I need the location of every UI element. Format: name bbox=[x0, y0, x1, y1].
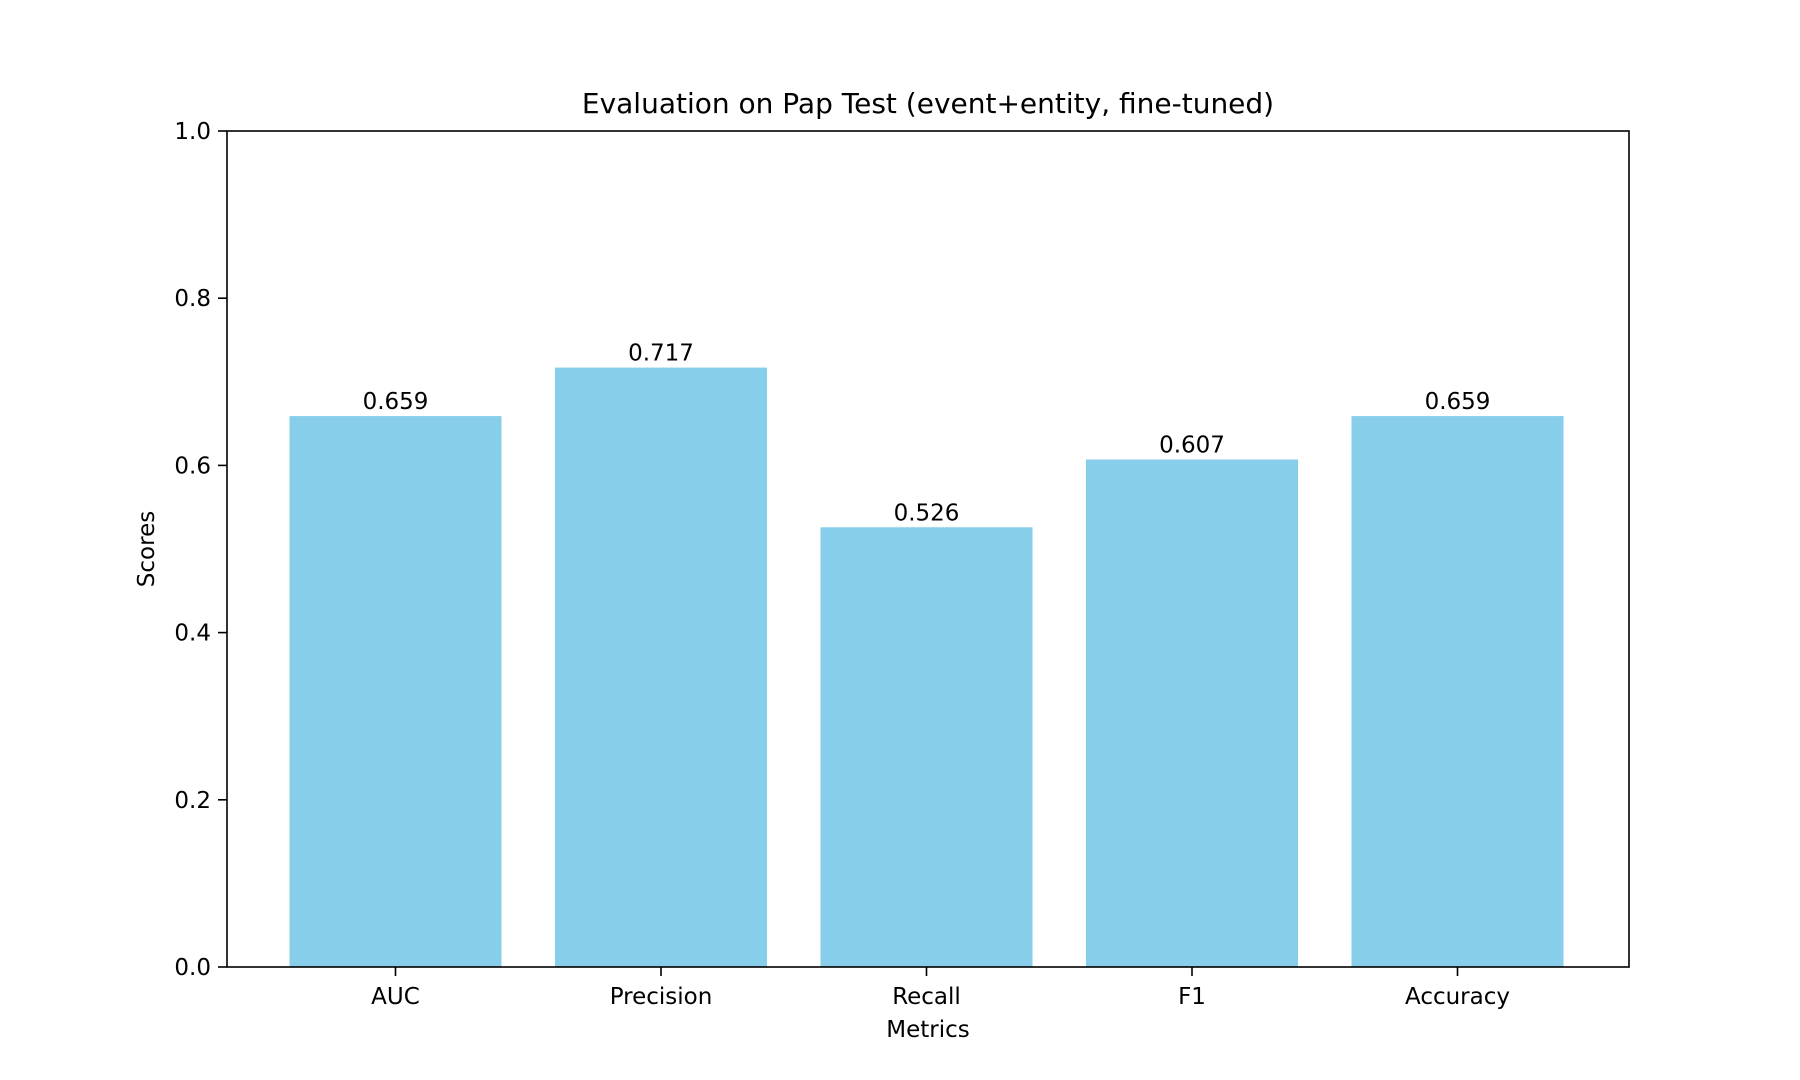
y-tick-label: 0.8 bbox=[174, 286, 211, 312]
bar-f1 bbox=[1086, 459, 1298, 967]
plot-frame bbox=[226, 130, 1630, 968]
bar-accuracy bbox=[1351, 416, 1564, 967]
bar-precision bbox=[555, 367, 767, 967]
y-tick-label: 0.4 bbox=[174, 621, 211, 647]
data-label: 0.607 bbox=[1159, 433, 1225, 459]
x-tick-label: Recall bbox=[892, 984, 961, 1010]
x-tick-label: F1 bbox=[1178, 984, 1206, 1010]
bar-auc bbox=[289, 416, 502, 967]
x-tick-label: Precision bbox=[610, 984, 713, 1010]
bar-recall bbox=[820, 527, 1033, 967]
x-tick-label: AUC bbox=[371, 984, 420, 1010]
x-tick-label: Accuracy bbox=[1405, 984, 1510, 1010]
y-axis-label: Scores bbox=[134, 511, 160, 587]
data-label: 0.526 bbox=[894, 500, 960, 526]
y-tick-label: 0.0 bbox=[174, 955, 211, 981]
data-label: 0.659 bbox=[363, 389, 429, 415]
x-axis-label: Metrics bbox=[886, 1017, 970, 1043]
plot-area: 0.659 0.717 0.526 0.607 0.659 0.0 0.2 0.4 0.6 0.8… bbox=[174, 119, 1630, 1010]
y-tick-label: 0.2 bbox=[174, 788, 211, 814]
chart-title: Evaluation on Pap Test (event+entity, fi… bbox=[582, 87, 1274, 120]
y-tick-label: 1.0 bbox=[174, 119, 211, 145]
data-label: 0.717 bbox=[628, 341, 694, 367]
data-label: 0.659 bbox=[1425, 389, 1491, 415]
y-tick-label: 0.6 bbox=[174, 453, 211, 479]
